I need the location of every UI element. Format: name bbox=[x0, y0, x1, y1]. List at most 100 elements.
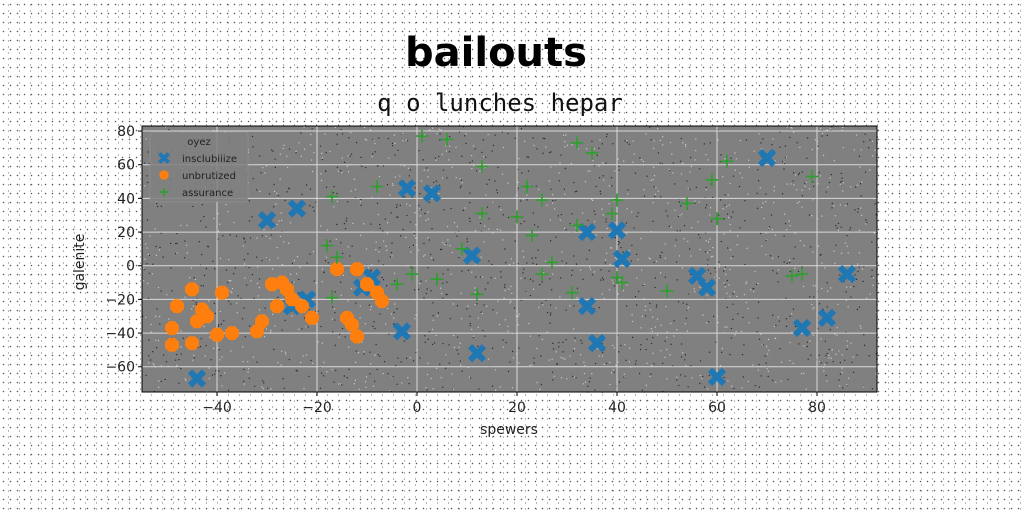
noise-speck bbox=[836, 227, 838, 229]
noise-speck bbox=[777, 281, 779, 283]
noise-speck bbox=[401, 382, 403, 384]
noise-speck bbox=[826, 380, 828, 382]
noise-speck bbox=[772, 138, 774, 140]
noise-speck bbox=[650, 139, 652, 141]
noise-speck bbox=[811, 215, 813, 217]
noise-speck bbox=[583, 372, 585, 375]
noise-speck bbox=[325, 170, 327, 172]
noise-speck bbox=[441, 177, 444, 179]
noise-speck bbox=[377, 354, 379, 356]
noise-speck bbox=[826, 362, 828, 364]
noise-speck bbox=[757, 369, 759, 371]
noise-speck bbox=[217, 347, 219, 349]
noise-speck bbox=[726, 205, 728, 208]
noise-speck bbox=[427, 176, 429, 178]
noise-speck bbox=[266, 258, 268, 260]
noise-speck bbox=[652, 201, 654, 204]
noise-speck bbox=[274, 190, 276, 192]
noise-speck bbox=[382, 165, 385, 167]
noise-speck bbox=[403, 165, 405, 167]
noise-speck bbox=[569, 223, 571, 225]
noise-speck bbox=[143, 162, 146, 164]
point-assurance bbox=[390, 277, 404, 291]
noise-speck bbox=[370, 129, 372, 131]
noise-speck bbox=[303, 388, 305, 390]
noise-speck bbox=[841, 354, 843, 356]
noise-speck bbox=[538, 335, 540, 337]
noise-speck bbox=[450, 273, 452, 275]
noise-speck bbox=[801, 266, 803, 268]
noise-speck bbox=[705, 154, 707, 156]
noise-speck bbox=[148, 272, 151, 274]
noise-speck bbox=[588, 381, 591, 383]
noise-speck bbox=[331, 369, 333, 371]
noise-speck bbox=[418, 204, 420, 207]
noise-speck bbox=[723, 218, 725, 220]
noise-speck bbox=[669, 142, 671, 144]
noise-speck bbox=[479, 222, 482, 224]
noise-speck bbox=[379, 247, 381, 249]
noise-speck bbox=[283, 241, 285, 243]
noise-speck bbox=[390, 212, 392, 214]
noise-speck bbox=[656, 304, 658, 306]
noise-speck bbox=[744, 200, 746, 202]
noise-speck bbox=[788, 220, 790, 222]
noise-speck bbox=[461, 270, 463, 272]
noise-speck bbox=[471, 271, 473, 273]
noise-speck bbox=[777, 269, 780, 271]
noise-speck bbox=[458, 257, 460, 259]
noise-speck bbox=[863, 141, 865, 143]
noise-speck bbox=[332, 306, 334, 308]
noise-speck bbox=[705, 189, 707, 191]
noise-speck bbox=[856, 184, 858, 186]
noise-speck bbox=[457, 353, 459, 355]
noise-speck bbox=[860, 195, 862, 197]
noise-speck bbox=[725, 298, 727, 300]
point-insclubiiize bbox=[257, 211, 277, 230]
noise-speck bbox=[409, 221, 411, 223]
noise-speck bbox=[555, 351, 557, 353]
noise-speck bbox=[276, 223, 278, 226]
noise-speck bbox=[477, 317, 479, 319]
noise-speck bbox=[565, 262, 568, 264]
noise-speck bbox=[684, 354, 686, 356]
noise-speck bbox=[615, 364, 617, 366]
noise-speck bbox=[778, 320, 780, 322]
noise-speck bbox=[864, 171, 867, 173]
noise-speck bbox=[627, 193, 629, 195]
noise-speck bbox=[368, 304, 370, 306]
point-assurance bbox=[475, 159, 489, 173]
noise-speck bbox=[180, 353, 182, 355]
noise-speck bbox=[680, 137, 682, 140]
point-assurance bbox=[325, 190, 339, 204]
noise-speck bbox=[591, 274, 593, 276]
noise-speck bbox=[829, 177, 831, 179]
noise-speck bbox=[467, 366, 469, 368]
noise-speck bbox=[549, 314, 552, 316]
noise-speck bbox=[192, 299, 194, 301]
noise-speck bbox=[664, 257, 666, 259]
noise-speck bbox=[215, 370, 217, 372]
x-axis-label: spewers bbox=[480, 422, 538, 438]
noise-speck bbox=[745, 139, 748, 141]
noise-speck bbox=[279, 235, 281, 238]
noise-speck bbox=[270, 234, 272, 236]
noise-speck bbox=[540, 383, 542, 386]
noise-speck bbox=[708, 351, 711, 353]
noise-speck bbox=[455, 177, 457, 179]
noise-speck bbox=[193, 277, 195, 279]
noise-speck bbox=[505, 262, 507, 264]
noise-speck bbox=[869, 293, 871, 295]
noise-speck bbox=[620, 283, 622, 285]
noise-speck bbox=[576, 190, 578, 192]
noise-speck bbox=[393, 272, 396, 274]
noise-speck bbox=[439, 139, 441, 141]
noise-speck bbox=[360, 198, 362, 200]
point-assurance bbox=[570, 136, 584, 150]
point-assurance bbox=[470, 287, 484, 301]
noise-speck bbox=[469, 324, 471, 327]
noise-speck bbox=[364, 138, 366, 140]
noise-speck bbox=[517, 181, 519, 183]
noise-speck bbox=[744, 220, 746, 222]
noise-speck bbox=[863, 334, 865, 336]
